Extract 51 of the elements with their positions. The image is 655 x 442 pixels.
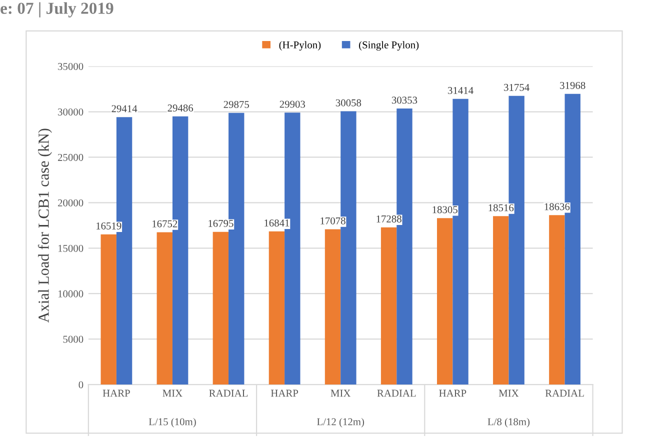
data-label: 29875 xyxy=(224,100,249,108)
x-tick-label: HARP xyxy=(270,390,298,397)
bar xyxy=(380,227,397,385)
y-tick-label: 35000 xyxy=(58,62,84,70)
bar xyxy=(268,231,285,385)
data-label: 16752 xyxy=(152,220,178,228)
x-tick-label: RADIAL xyxy=(209,390,248,397)
y-tick-label: 10000 xyxy=(58,290,84,298)
data-label: 16519 xyxy=(96,222,122,230)
y-axis-title: Axial Load for LCB1 case (kN) xyxy=(38,128,52,323)
x-tick-label: MIX xyxy=(498,390,519,397)
y-tick-label: 0 xyxy=(78,381,84,388)
data-label: 31754 xyxy=(504,84,530,91)
bar xyxy=(212,232,229,385)
text: L/12 (12m) xyxy=(317,418,364,428)
y-tick-label: 25000 xyxy=(58,154,84,161)
data-label: 31414 xyxy=(448,87,474,94)
bar xyxy=(436,218,453,385)
data-label: 30058 xyxy=(336,99,362,106)
x-tick-label: RADIAL xyxy=(545,390,584,397)
legend-label: (Single Pylon) xyxy=(359,41,419,51)
text: L/15 (10m) xyxy=(148,418,196,428)
data-label: 30353 xyxy=(392,96,418,104)
y-tick-label: 30000 xyxy=(58,108,84,116)
text: e: 07 | July 2019 xyxy=(0,2,114,18)
x-tick-label: RADIAL xyxy=(377,390,416,397)
x-tick-label: MIX xyxy=(330,390,351,397)
bar xyxy=(156,232,172,385)
x-tick-label: HARP xyxy=(439,390,466,397)
bar xyxy=(549,215,565,385)
bar xyxy=(493,216,509,385)
data-label: 29414 xyxy=(112,105,138,112)
data-label: 18636 xyxy=(544,203,570,210)
text: L/8 (18m) xyxy=(488,418,530,428)
data-label: 18305 xyxy=(432,206,458,214)
data-label: 29486 xyxy=(168,104,194,112)
x-tick-label: MIX xyxy=(162,390,182,397)
y-tick-label: 5000 xyxy=(63,336,84,343)
data-label: 17288 xyxy=(376,215,402,222)
data-label: 17078 xyxy=(320,217,346,224)
bar xyxy=(100,234,116,385)
bar xyxy=(324,229,341,385)
data-label: 16795 xyxy=(208,220,234,227)
legend-label: (H-Pylon) xyxy=(279,41,321,51)
y-tick-label: 15000 xyxy=(58,244,84,252)
data-label: 18516 xyxy=(488,204,514,212)
x-tick-label: HARP xyxy=(102,390,130,397)
data-label: 29903 xyxy=(280,100,306,108)
data-label: 16841 xyxy=(264,219,290,227)
y-tick-label: 20000 xyxy=(58,199,84,206)
data-label: 31968 xyxy=(560,82,586,89)
